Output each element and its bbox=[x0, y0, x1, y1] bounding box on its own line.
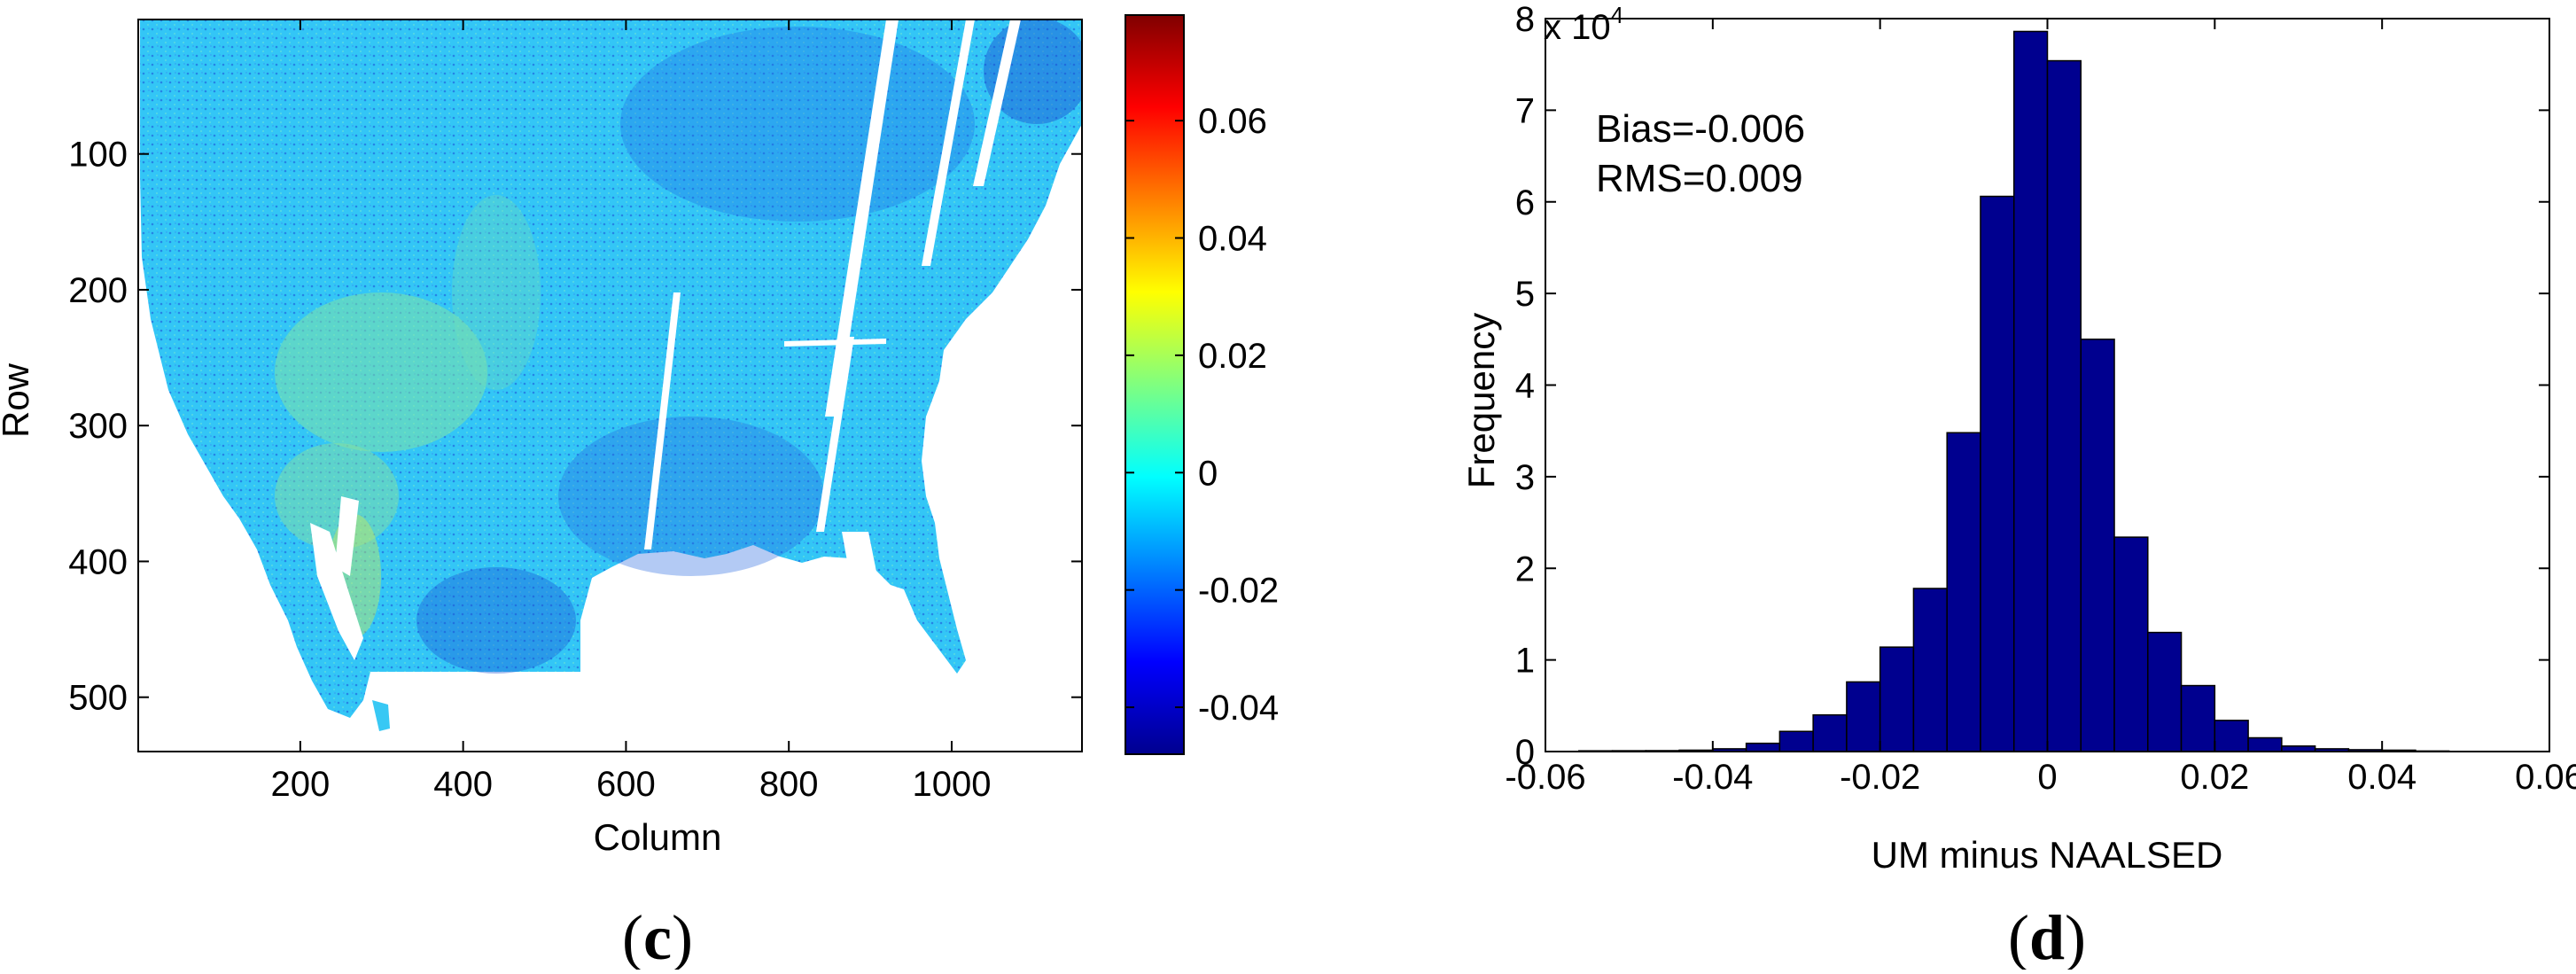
histogram-y-tick-label: 1 bbox=[1515, 642, 1535, 681]
map-x-tick-label: 200 bbox=[270, 765, 330, 804]
map-x-tick-label: 400 bbox=[433, 765, 493, 804]
histogram-x-ticks: -0.06 -0.04 -0.02 0 0.02 0.04 0.06 bbox=[1505, 19, 2576, 797]
map-x-axis-label: Column bbox=[594, 816, 722, 858]
colorbar-tick-label: 0.02 bbox=[1198, 337, 1267, 376]
histogram-y-tick-label: 5 bbox=[1515, 275, 1535, 314]
map-x-tick-label: 800 bbox=[759, 765, 819, 804]
histogram-y-axis-label: Frequency bbox=[1460, 313, 1502, 488]
map-y-tick-label: 100 bbox=[68, 136, 128, 175]
histogram-x-tick-label: 0.02 bbox=[2180, 758, 2249, 797]
histogram-x-tick-label: 0 bbox=[2037, 758, 2057, 797]
rms-annotation: RMS=0.009 bbox=[1596, 157, 1803, 200]
histogram-x-tick-label: -0.04 bbox=[1672, 758, 1753, 797]
histogram-y-tick-label: 8 bbox=[1515, 0, 1535, 39]
difference-map-image bbox=[140, 19, 1082, 731]
bias-annotation: Bias=-0.006 bbox=[1596, 107, 1805, 151]
histogram-y-tick-label: 6 bbox=[1515, 183, 1535, 222]
map-y-tick-label: 300 bbox=[68, 407, 128, 446]
histogram-bar bbox=[2147, 631, 2183, 752]
map-y-ticks: 100 200 300 400 500 bbox=[68, 136, 1082, 718]
histogram-bar bbox=[1946, 432, 1981, 752]
map-y-tick-label: 400 bbox=[68, 542, 128, 581]
histogram-y-tick-label: 2 bbox=[1515, 549, 1535, 588]
histogram-bar bbox=[1846, 681, 1881, 752]
histogram-y-ticks: 0 1 2 3 4 5 6 7 8 bbox=[1515, 0, 2549, 772]
panel-label-d: (d) bbox=[2008, 902, 2086, 970]
histogram-x-tick-label: 0.06 bbox=[2515, 758, 2576, 797]
histogram-bar bbox=[2247, 736, 2283, 752]
map-x-tick-label: 600 bbox=[596, 765, 656, 804]
histogram-bar bbox=[1745, 742, 1781, 752]
map-axes-frame bbox=[137, 19, 1083, 752]
histogram-bar bbox=[2080, 339, 2115, 752]
histogram-bar bbox=[1879, 646, 1915, 752]
histogram-bar bbox=[2113, 536, 2149, 752]
colorbar-tick-label: -0.04 bbox=[1198, 689, 1279, 728]
histogram-x-axis-label: UM minus NAALSED bbox=[1872, 834, 2223, 876]
histogram-y-tick-label: 3 bbox=[1515, 458, 1535, 497]
histogram-bar bbox=[2046, 59, 2082, 752]
histogram-bar bbox=[2180, 684, 2216, 752]
histogram-bar bbox=[1980, 195, 2015, 752]
histogram-bar bbox=[1912, 588, 1948, 752]
panel-label-c: (c) bbox=[622, 902, 693, 970]
colorbar-tick-label: 0 bbox=[1198, 454, 1218, 493]
colorbar-tick-label: 0.06 bbox=[1198, 102, 1267, 141]
histogram-y-tick-label: 7 bbox=[1515, 91, 1535, 130]
map-y-tick-label: 200 bbox=[68, 271, 128, 310]
histogram-panel: -0.06 -0.04 -0.02 0 0.02 0.04 0.06 0 1 2 3 4 5 6 7 8 x… bbox=[1460, 0, 2576, 973]
map-x-ticks: 200 400 600 800 1000 bbox=[270, 19, 991, 804]
map-x-tick-label: 1000 bbox=[912, 765, 991, 804]
histogram-x-tick-label: -0.02 bbox=[1840, 758, 1920, 797]
histogram-bar bbox=[1778, 730, 1814, 752]
histogram-bar bbox=[2012, 30, 2049, 752]
histogram-bar bbox=[1812, 713, 1848, 752]
colorbar-tick-label: 0.04 bbox=[1198, 220, 1267, 259]
histogram-x-tick-label: 0.04 bbox=[2347, 758, 2416, 797]
colorbar-tick-label: -0.02 bbox=[1198, 572, 1279, 611]
histogram-y-tick-label: 4 bbox=[1515, 367, 1535, 406]
histogram-y-tick-label: 0 bbox=[1515, 733, 1535, 772]
map-y-tick-label: 500 bbox=[68, 679, 128, 718]
colorbar-ticks: -0.04 -0.02 0 0.02 0.04 0.06 bbox=[1125, 102, 1279, 728]
map-y-axis-label: Row bbox=[0, 362, 36, 438]
histogram-x-tick-label: -0.06 bbox=[1505, 758, 1585, 797]
histogram-exponent-label: x 104 bbox=[1544, 2, 1623, 47]
colorbar bbox=[1125, 14, 1185, 755]
histogram-bar bbox=[2214, 720, 2249, 752]
